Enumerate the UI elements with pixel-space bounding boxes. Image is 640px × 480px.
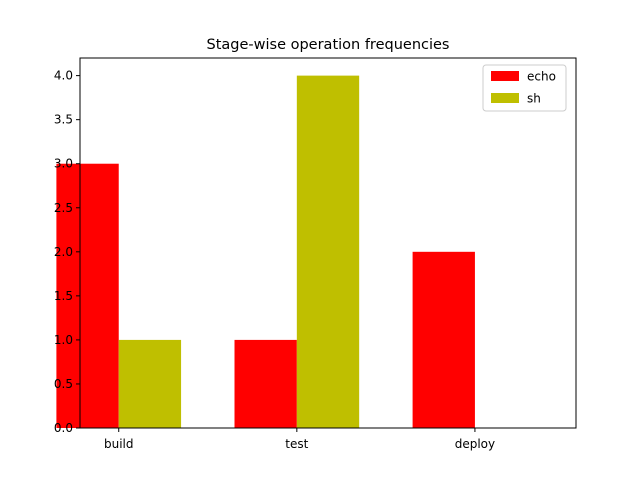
y-tick-label: 0.0	[54, 421, 73, 435]
y-tick-label: 3.0	[54, 157, 73, 171]
bar-echo-deploy	[412, 251, 475, 428]
bar-sh-test	[296, 75, 360, 428]
x-tick-label: deploy	[455, 437, 495, 451]
y-tick-label: 3.5	[54, 113, 73, 127]
y-tick-label: 2.0	[54, 245, 73, 259]
chart-title: Stage-wise operation frequencies	[207, 37, 450, 53]
y-axis: 0.0 0.5 1.0 1.5 2.0 2.5 3.0 3.5 4.0	[54, 69, 80, 435]
plot-frame	[79, 57, 577, 429]
legend-swatch-sh	[491, 93, 519, 103]
y-tick-label: 0.5	[54, 377, 73, 391]
legend-label-echo: echo	[527, 70, 556, 84]
bars-group	[56, 75, 475, 428]
y-tick-label: 1.0	[54, 333, 73, 347]
bar-echo-test	[234, 339, 297, 428]
y-tick-label: 4.0	[54, 69, 73, 83]
bar-sh-build	[118, 339, 182, 428]
x-tick-label: test	[285, 437, 308, 451]
x-tick-label: build	[104, 437, 134, 451]
bar-echo-build	[56, 163, 119, 428]
legend: echo sh	[482, 64, 567, 112]
legend-label-sh: sh	[527, 92, 541, 106]
x-axis: build test deploy	[104, 428, 495, 451]
y-tick-label: 2.5	[54, 201, 73, 215]
legend-swatch-echo	[491, 71, 519, 81]
y-tick-label: 1.5	[54, 289, 73, 303]
